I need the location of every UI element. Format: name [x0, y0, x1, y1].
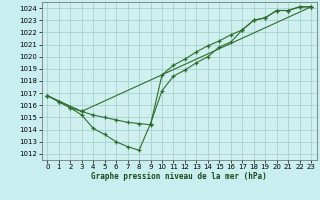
X-axis label: Graphe pression niveau de la mer (hPa): Graphe pression niveau de la mer (hPa) [91, 172, 267, 181]
